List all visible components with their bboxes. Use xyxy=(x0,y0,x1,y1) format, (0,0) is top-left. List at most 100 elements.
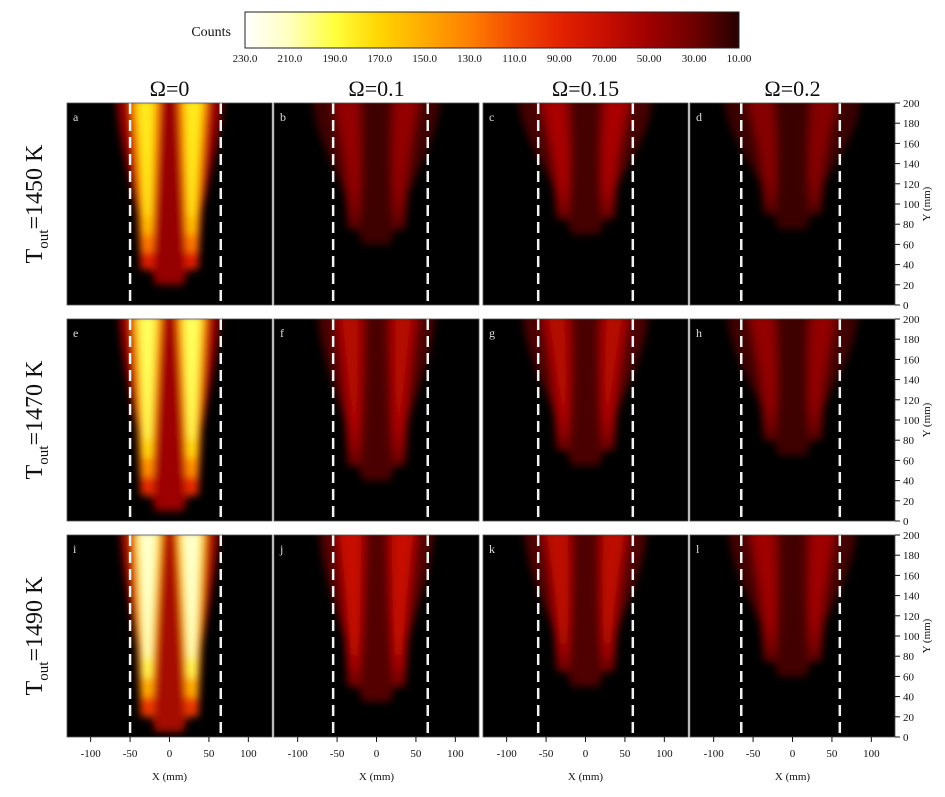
y-tick-label: 140 xyxy=(903,375,920,387)
y-tick-label: 160 xyxy=(903,570,920,582)
y-tick-label: 120 xyxy=(903,179,920,191)
x-tick-label: -100 xyxy=(497,748,518,760)
y-tick-label: 60 xyxy=(903,455,915,467)
x-tick-label: -100 xyxy=(288,748,309,760)
x-tick-label: 50 xyxy=(410,748,422,760)
flame-lobe xyxy=(811,103,832,182)
y-tick-label: 140 xyxy=(903,591,920,603)
x-tick-label: -50 xyxy=(123,748,138,760)
flame-lobe xyxy=(137,103,154,217)
column-title: Ω=0.15 xyxy=(552,76,619,101)
flame-lobe xyxy=(185,103,202,217)
y-tick-label: 20 xyxy=(903,280,915,292)
colorbar-tick-label: 130.0 xyxy=(457,53,482,65)
x-tick-label: -100 xyxy=(704,748,725,760)
flame-lobe xyxy=(604,535,622,630)
x-tick-label: 100 xyxy=(863,748,880,760)
flame-lobe xyxy=(811,535,830,624)
y-tick-label: 180 xyxy=(903,334,920,346)
x-tick-label: 0 xyxy=(167,748,173,760)
column-title: Ω=0.1 xyxy=(348,76,404,101)
y-tick-label: 20 xyxy=(903,496,915,508)
panel-h: h xyxy=(689,318,896,522)
y-tick-label: 0 xyxy=(903,732,909,744)
panel-label: g xyxy=(489,326,495,340)
panel-a: a xyxy=(66,102,273,306)
colorbar-tick-label: 230.0 xyxy=(233,53,258,65)
flame-lobe xyxy=(811,319,831,404)
x-tick-label: -50 xyxy=(539,748,554,760)
panel-label: j xyxy=(279,542,283,556)
flame-lobe xyxy=(394,535,411,640)
y-tick-label: 60 xyxy=(903,239,915,251)
y-axis-label: Y (mm) xyxy=(921,402,933,437)
colorbar-tick-label: 210.0 xyxy=(278,53,303,65)
colorbar-tick-label: 190.0 xyxy=(322,53,347,65)
y-tick-label: 100 xyxy=(903,631,920,643)
y-tick-label: 160 xyxy=(903,138,920,150)
panel-label: a xyxy=(73,110,79,124)
panel-b: b xyxy=(273,102,480,306)
x-tick-label: 100 xyxy=(447,748,464,760)
y-axis-label: Y (mm) xyxy=(921,186,933,221)
flame-lobe xyxy=(139,319,155,440)
x-tick-label: 0 xyxy=(790,748,796,760)
flame-lobe xyxy=(604,319,622,411)
panel-l: l xyxy=(689,534,896,738)
y-tick-label: 60 xyxy=(903,671,915,683)
panel-label: d xyxy=(696,110,702,124)
y-tick-label: 100 xyxy=(903,415,920,427)
row-title: Tout=1470 K xyxy=(22,360,52,479)
column-title: Ω=0.2 xyxy=(764,76,820,101)
y-tick-label: 0 xyxy=(903,516,909,528)
panel-e: e xyxy=(66,318,273,522)
y-tick-label: 100 xyxy=(903,199,920,211)
x-tick-label: 100 xyxy=(656,748,673,760)
panel-c: c xyxy=(482,102,689,306)
y-tick-label: 200 xyxy=(903,98,920,110)
colorbar-tick-label: 170.0 xyxy=(367,53,392,65)
row-title: Tout=1450 K xyxy=(22,144,52,263)
flame-lobe xyxy=(339,103,358,192)
x-tick-label: 50 xyxy=(203,748,215,760)
panel-g: g xyxy=(482,318,689,522)
y-tick-label: 140 xyxy=(903,159,920,171)
x-tick-label: 100 xyxy=(240,748,257,760)
colorbar-tick-label: 50.00 xyxy=(637,53,662,65)
x-axis-label: X (mm) xyxy=(359,771,394,783)
flame-lobe xyxy=(395,319,411,420)
panel-label: b xyxy=(280,110,286,124)
x-axis-label: X (mm) xyxy=(568,771,603,783)
flame-lobe xyxy=(547,103,567,185)
y-tick-label: 80 xyxy=(903,219,915,231)
x-tick-label: -100 xyxy=(81,748,102,760)
panel-f: f xyxy=(273,318,480,522)
y-tick-label: 120 xyxy=(903,611,920,623)
x-tick-label: -50 xyxy=(746,748,761,760)
y-tick-label: 180 xyxy=(903,118,920,130)
panel-d: d xyxy=(689,102,896,306)
colorbar-tick-label: 90.00 xyxy=(547,53,572,65)
x-tick-label: 50 xyxy=(826,748,838,760)
panel-j: j xyxy=(273,534,480,738)
x-tick-label: 50 xyxy=(619,748,631,760)
x-axis-label: X (mm) xyxy=(775,771,810,783)
colorbar-tick-label: 70.00 xyxy=(592,53,617,65)
flame-lobe xyxy=(604,103,624,185)
y-tick-label: 80 xyxy=(903,435,915,447)
flame-lobe xyxy=(184,319,200,440)
colorbar xyxy=(244,11,740,49)
y-tick-label: 40 xyxy=(903,692,915,704)
y-tick-label: 40 xyxy=(903,476,915,488)
y-tick-label: 200 xyxy=(903,314,920,326)
x-axis-label: X (mm) xyxy=(152,771,187,783)
colorbar-label: Counts xyxy=(191,25,231,40)
y-axis-label: Y (mm) xyxy=(921,618,933,653)
colorbar-tick-label: 110.0 xyxy=(502,53,527,65)
y-tick-label: 40 xyxy=(903,260,915,272)
y-tick-label: 120 xyxy=(903,395,920,407)
x-tick-label: 0 xyxy=(374,748,380,760)
panel-k: k xyxy=(482,534,689,738)
y-tick-label: 160 xyxy=(903,354,920,366)
row-title: Tout=1490 K xyxy=(22,576,52,695)
